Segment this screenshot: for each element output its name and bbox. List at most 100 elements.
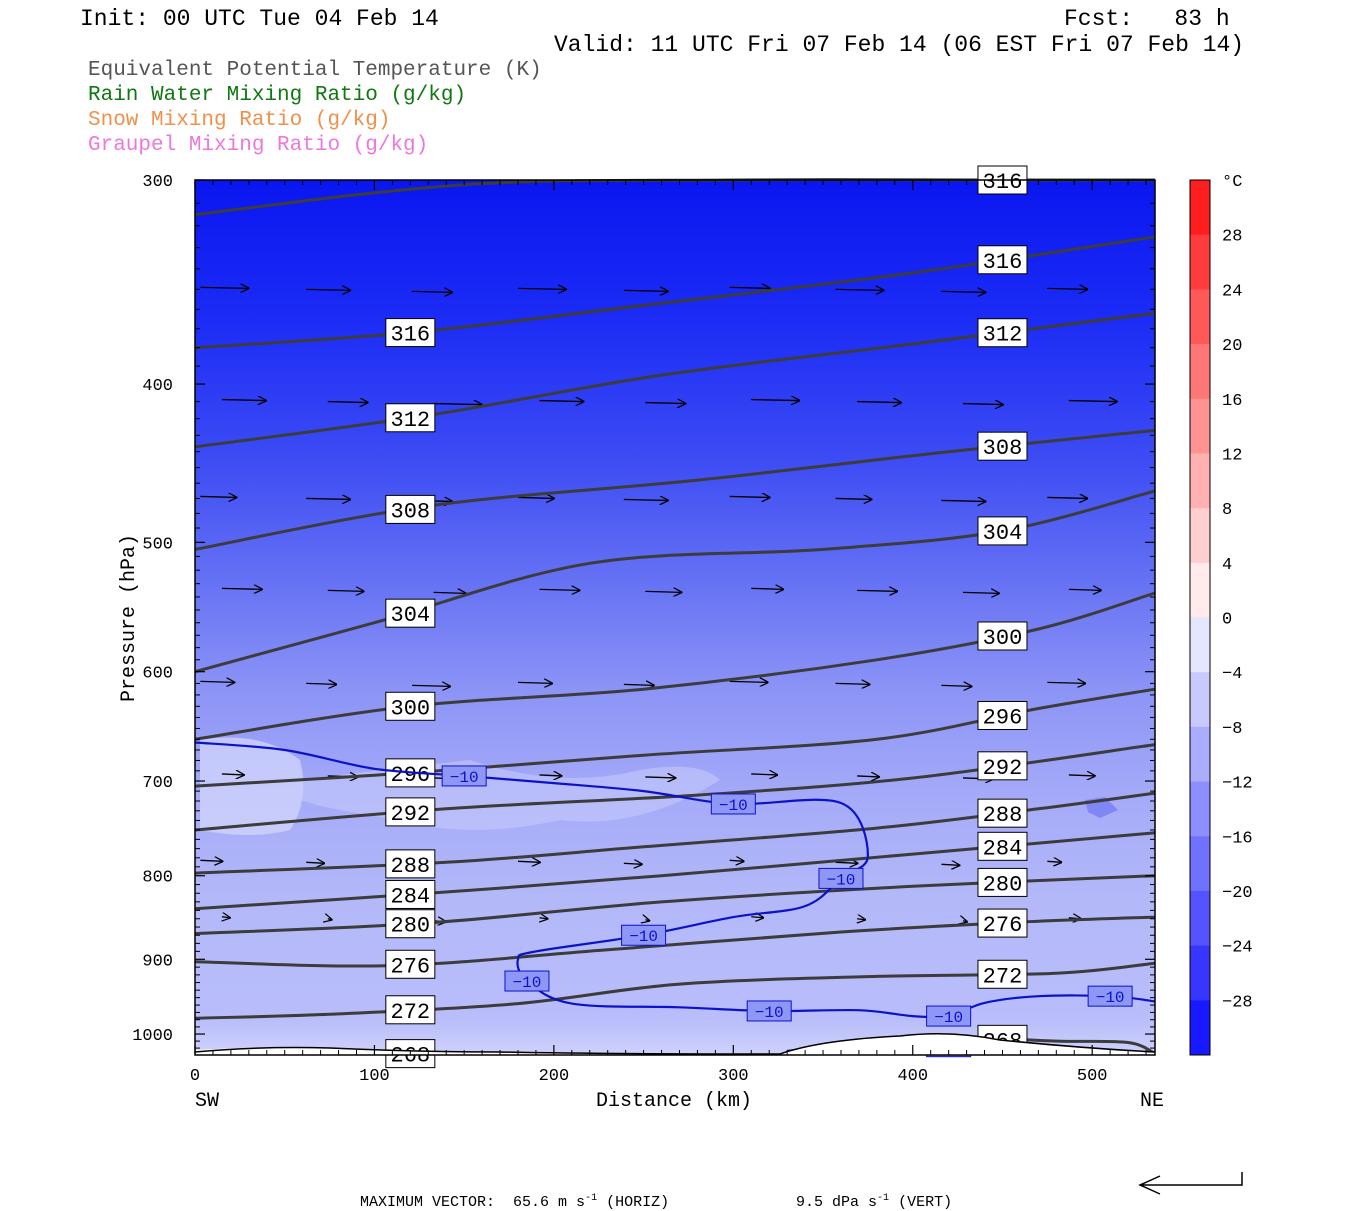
wind-vector [200, 287, 248, 288]
wind-vector [327, 402, 368, 403]
contour-label: 296 [983, 705, 1023, 730]
wind-vector [539, 401, 584, 402]
colorbar-label: 0 [1222, 611, 1232, 630]
wind-vector [645, 777, 675, 778]
contour-label: 276 [391, 954, 431, 979]
legend-snow: Snow Mixing Ratio (g/kg) [88, 109, 391, 132]
contour-label-box [977, 245, 1028, 275]
wind-vector [539, 589, 580, 590]
wind-vector [729, 287, 770, 288]
wind-vector [835, 862, 858, 863]
contour-label-box [385, 403, 436, 433]
wind-vector [306, 862, 324, 863]
wind-vector [306, 289, 350, 290]
y-tick-label: 700 [142, 774, 173, 793]
colorbar-swatch [1190, 890, 1210, 947]
valid-time: Valid: 11 UTC Fri 07 Feb 14 (06 EST Fri … [554, 32, 1245, 58]
y-axis-label: Pressure (hPa) [118, 534, 141, 702]
colorbar-label: 20 [1222, 337, 1242, 356]
wind-vector [200, 496, 236, 497]
y-tick-label: 600 [142, 665, 173, 684]
wind-vector [623, 499, 668, 500]
wind-vector [306, 498, 350, 499]
contour-label-box [977, 908, 1028, 938]
colorbar-label: 16 [1222, 392, 1242, 411]
isotherm-label: −10 [719, 797, 748, 815]
sw-label: SW [195, 1090, 219, 1113]
wind-vector [412, 291, 452, 292]
colorbar-label: 12 [1222, 446, 1242, 465]
colorbar: °C 28 24 20 16 12 8 4 0 −4 −8 −12 −16 −20 −24 −28 [1189, 173, 1253, 1056]
isotherm-label-box [710, 793, 756, 815]
init-time: Init: 00 UTC Tue 04 Feb 14 [80, 6, 439, 32]
x-axis-label: Distance (km) [596, 1090, 752, 1113]
y-tick-label: 800 [142, 869, 173, 888]
wind-vector [1047, 288, 1087, 289]
contour-label: 292 [983, 756, 1023, 781]
x-tick-label: 0 [190, 1067, 200, 1086]
terrain [195, 1033, 1155, 1055]
x-tick-label: 400 [897, 1067, 928, 1086]
colorbar-label: −28 [1222, 993, 1253, 1012]
contour-label-box [977, 431, 1028, 461]
colorbar-label: −4 [1222, 665, 1242, 684]
contour-label-box [977, 751, 1028, 781]
forecast-hour: Fcst: 83 h [1064, 6, 1230, 32]
colorbar-swatch [1190, 234, 1210, 290]
colorbar-swatch [1190, 562, 1210, 618]
contour-label: 276 [983, 913, 1023, 938]
wind-vector [539, 775, 562, 776]
x-tick-label: 100 [359, 1067, 390, 1086]
colorbar-label: 24 [1222, 282, 1242, 301]
wind-vector [222, 917, 230, 918]
colorbar-swatch [1190, 781, 1210, 837]
colorbar-label: 4 [1222, 556, 1232, 575]
contour-label-box [977, 959, 1028, 989]
wind-vector [433, 404, 482, 405]
colorbar-label: −8 [1222, 720, 1242, 739]
contour-label: 308 [391, 499, 431, 524]
isotherm-label: −10 [629, 928, 658, 946]
wind-vector [751, 917, 763, 918]
colorbar-swatch [1190, 508, 1210, 564]
colorbar-unit: °C [1222, 173, 1242, 192]
wind-vector [751, 400, 799, 401]
isotherm-label-box [621, 924, 667, 946]
isotherm-label-box [441, 765, 487, 787]
legend-rain: Rain Water Mixing Ratio (g/kg) [88, 84, 467, 107]
contour-label-box [977, 798, 1028, 828]
surface-contour [194, 1033, 1156, 1055]
horiz-exponent: -1 [585, 1193, 598, 1204]
reference-vector-icon [1138, 1172, 1243, 1195]
wind-vector [835, 498, 872, 499]
isotherm-label-box [818, 867, 864, 889]
contour-label-box [977, 700, 1028, 730]
wind-vector [835, 289, 884, 290]
contour-label: 312 [391, 408, 431, 433]
colorbar-swatch [1190, 726, 1210, 783]
contour-label: 292 [391, 802, 431, 827]
colorbar-swatch [1190, 453, 1210, 509]
contour-label-box [977, 831, 1028, 861]
isotherm-label: −10 [1096, 989, 1125, 1007]
theta-e-contours: 3163163163123123083083043043003002962962… [194, 165, 1156, 1069]
max-horiz-value: MAXIMUM VECTOR: 65.6 m s [360, 1194, 586, 1211]
colorbar-label: −16 [1222, 829, 1253, 848]
wind-vector [623, 863, 642, 864]
isotherm-label: −10 [513, 974, 542, 992]
wind-vector [857, 402, 901, 403]
contour-label-box [977, 867, 1028, 897]
contour-label-box [385, 318, 436, 348]
wind-vector [517, 861, 540, 862]
isotherm-label-box [746, 1000, 792, 1022]
isotherm-label-box [504, 970, 550, 992]
contour-label: 280 [983, 872, 1023, 897]
isotherm-label: −10 [934, 1009, 963, 1027]
theta-e-contour [194, 961, 1156, 1020]
contour-label-box [385, 797, 436, 827]
wind-vector [729, 681, 768, 682]
colorbar-swatch [1190, 836, 1210, 892]
isotherm-label: −10 [450, 769, 479, 787]
max-vert-text: 9.5 dPa s-1 (VERT) [778, 1176, 952, 1211]
